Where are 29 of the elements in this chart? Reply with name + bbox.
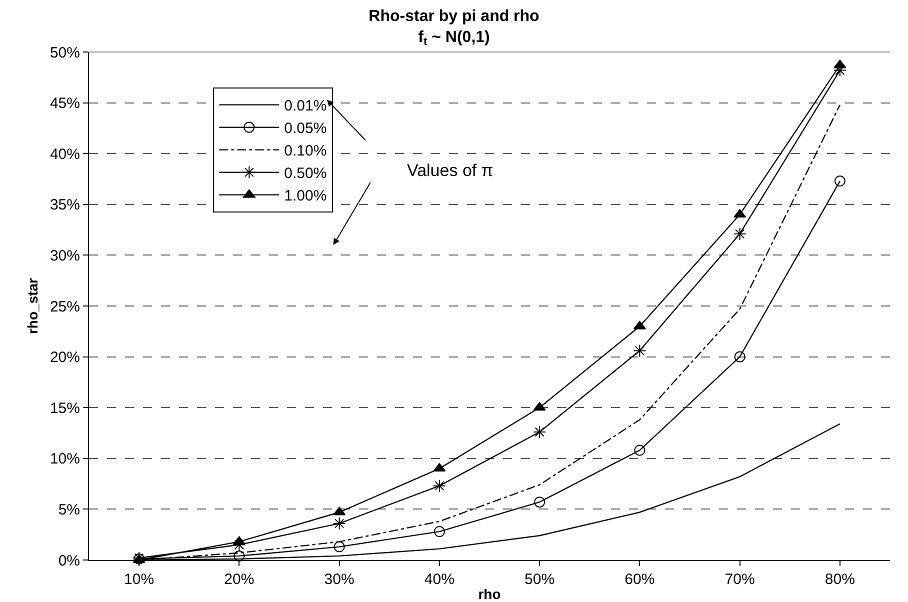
- y-tick-label: 10%: [50, 450, 80, 468]
- x-tick-label: 30%: [324, 571, 354, 588]
- x-tick-label: 20%: [224, 571, 254, 588]
- y-tick-label: 15%: [50, 400, 80, 417]
- y-tick-label: 5%: [58, 501, 80, 518]
- x-tick-label: 70%: [724, 571, 755, 588]
- y-tick-label: 50%: [50, 44, 80, 62]
- y-tick-label: 35%: [50, 196, 80, 214]
- legend-label: 0.50%: [284, 165, 327, 182]
- y-tick-label: 25%: [50, 298, 80, 316]
- x-axis-title: rho: [478, 586, 501, 602]
- y-tick-label: 40%: [50, 146, 80, 163]
- legend-label: 0.10%: [284, 142, 327, 160]
- x-tick-label: 10%: [124, 571, 154, 588]
- x-tick-label: 60%: [624, 571, 655, 588]
- chart-title: Rho-star by pi and rho: [368, 8, 540, 26]
- x-tick-label: 50%: [524, 571, 555, 588]
- y-tick-label: 30%: [50, 247, 80, 264]
- legend-label: 1.00%: [284, 188, 327, 205]
- x-tick-label: 40%: [424, 571, 454, 588]
- legend-label: 0.01%: [284, 98, 327, 115]
- legend-label: 0.05%: [284, 120, 327, 138]
- y-tick-label: 20%: [50, 349, 80, 366]
- y-tick-label: 45%: [50, 95, 80, 112]
- chart-subtitle: f$_{t}$ ~ N(0,1): [418, 28, 490, 48]
- y-axis-title: rho_star: [24, 277, 41, 334]
- x-tick-label: 80%: [824, 571, 855, 588]
- annotation: Values of π: [407, 161, 494, 180]
- y-tick-label: 0%: [58, 552, 80, 570]
